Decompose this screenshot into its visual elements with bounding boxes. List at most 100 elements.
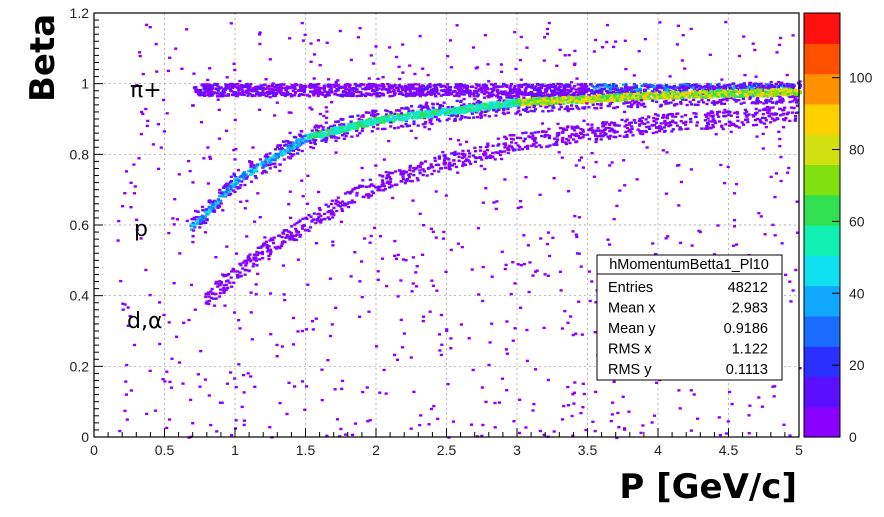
- heatmap-cell-pion: [407, 83, 412, 87]
- heatmap-cell-deuteron: [443, 159, 447, 162]
- heatmap-cell-deuteron: [598, 129, 602, 132]
- heatmap-cell-background: [497, 401, 502, 404]
- heatmap-cell-proton: [344, 129, 348, 132]
- heatmap-cell-deuteron: [254, 253, 258, 256]
- heatmap-cell-proton: [201, 209, 205, 212]
- heatmap-cell-deuteron: [336, 196, 340, 199]
- heatmap-cell-background: [556, 122, 560, 126]
- heatmap-cell-deuteron: [247, 258, 251, 262]
- heatmap-cell-deuteron: [460, 152, 464, 156]
- heatmap-cell-deuteron: [238, 274, 242, 278]
- heatmap-cell-proton: [716, 83, 720, 87]
- heatmap-cell-proton: [608, 102, 612, 105]
- heatmap-cell-proton: [735, 87, 740, 91]
- heatmap-cell-proton: [582, 88, 586, 92]
- heatmap-cell-deuteron: [266, 250, 270, 253]
- heatmap-cell-deuteron: [607, 123, 611, 126]
- heatmap-cell-proton: [688, 100, 692, 103]
- heatmap-cell-background: [401, 258, 406, 261]
- heatmap-cell-proton: [384, 113, 388, 116]
- heatmap-cell-background: [486, 63, 490, 66]
- heatmap-cell-background: [456, 139, 461, 142]
- heatmap-cell-deuteron: [557, 133, 561, 136]
- heatmap-cell-deuteron: [523, 145, 527, 149]
- heatmap-cell-pion: [595, 85, 599, 88]
- heatmap-cell-background: [371, 62, 376, 65]
- heatmap-cell-pion: [374, 93, 378, 96]
- heatmap-cell-background: [552, 430, 556, 433]
- heatmap-cell-deuteron: [581, 128, 585, 132]
- heatmap-cell-background: [516, 263, 520, 266]
- heatmap-cell-deuteron: [711, 111, 715, 114]
- heatmap-cell-deuteron: [544, 130, 548, 133]
- heatmap-cell-deuteron: [491, 144, 495, 147]
- heatmap-cell-pion: [245, 91, 249, 94]
- heatmap-cell-deuteron: [521, 131, 525, 135]
- heatmap-cell-proton: [661, 96, 665, 100]
- heatmap-cell-pion: [553, 84, 558, 88]
- heatmap-cell-pion: [284, 89, 288, 92]
- heatmap-cell-deuteron: [296, 231, 301, 234]
- heatmap-cell-deuteron: [686, 127, 690, 130]
- heatmap-cell-deuteron: [241, 261, 245, 264]
- heatmap-cell-background: [566, 321, 570, 324]
- heatmap-cell-deuteron: [593, 132, 597, 136]
- heatmap-cell-deuteron: [371, 191, 375, 195]
- heatmap-cell-proton: [795, 101, 799, 104]
- heatmap-cell-pion: [357, 94, 361, 97]
- heatmap-cell-deuteron: [586, 123, 590, 126]
- heatmap-cell-deuteron: [326, 205, 330, 208]
- heatmap-cell-deuteron: [404, 179, 408, 182]
- heatmap-cell-deuteron: [715, 113, 719, 116]
- heatmap-cell-deuteron: [674, 115, 678, 118]
- heatmap-cell-pion: [513, 84, 517, 88]
- heatmap-cell-deuteron: [625, 133, 629, 137]
- heatmap-cell-pion: [297, 94, 301, 97]
- heatmap-cell-proton: [324, 121, 328, 124]
- heatmap-cell-background: [449, 337, 453, 340]
- heatmap-cell-deuteron: [467, 160, 472, 163]
- heatmap-cell-background: [730, 402, 734, 406]
- heatmap-cell-background: [175, 335, 179, 338]
- heatmap-cell-deuteron: [338, 205, 342, 208]
- heatmap-cell-background: [509, 292, 513, 296]
- heatmap-cell-background: [444, 270, 448, 273]
- heatmap-cell-proton: [254, 176, 258, 180]
- heatmap-cell-pion: [378, 91, 382, 95]
- heatmap-cell-pion: [690, 84, 695, 87]
- heatmap-cell-pion: [535, 89, 539, 92]
- heatmap-cell-background: [238, 327, 242, 330]
- heatmap-cell-deuteron: [232, 281, 236, 284]
- heatmap-cell-pion: [256, 92, 260, 95]
- heatmap-cell-deuteron: [717, 110, 721, 113]
- heatmap-cell-proton: [682, 96, 686, 99]
- heatmap-cell-background: [268, 292, 273, 295]
- heatmap-cell-deuteron: [421, 168, 425, 171]
- heatmap-cell-background: [387, 139, 391, 143]
- heatmap-cell-proton: [218, 188, 222, 192]
- heatmap-cell-background: [761, 147, 765, 150]
- heatmap-cell-deuteron: [573, 133, 577, 137]
- heatmap-cell-pion: [638, 89, 642, 92]
- heatmap-cell-proton: [777, 88, 781, 91]
- heatmap-cell-deuteron: [652, 116, 656, 120]
- heatmap-cell-deuteron: [317, 216, 321, 219]
- heatmap-cell-pion: [534, 94, 538, 98]
- heatmap-cell-proton: [777, 80, 781, 84]
- heatmap-cell-pion: [461, 84, 465, 87]
- heatmap-cell-background: [366, 420, 370, 423]
- heatmap-cell-pion: [559, 94, 563, 97]
- heatmap-cell-deuteron: [792, 106, 796, 110]
- heatmap-cell-proton: [254, 166, 259, 169]
- heatmap-cell-deuteron: [640, 122, 644, 125]
- heatmap-cell-deuteron: [647, 115, 651, 118]
- heatmap-cell-deuteron: [506, 151, 510, 155]
- heatmap-cell-background: [571, 393, 575, 396]
- heatmap-cell-pion: [396, 89, 400, 92]
- heatmap-cell-background: [639, 431, 643, 435]
- heatmap-cell-background: [724, 20, 728, 24]
- heatmap-cell-background: [409, 356, 413, 359]
- heatmap-cell-deuteron: [655, 126, 659, 129]
- heatmap-cell-background: [518, 58, 522, 62]
- heatmap-cell-deuteron: [255, 250, 259, 254]
